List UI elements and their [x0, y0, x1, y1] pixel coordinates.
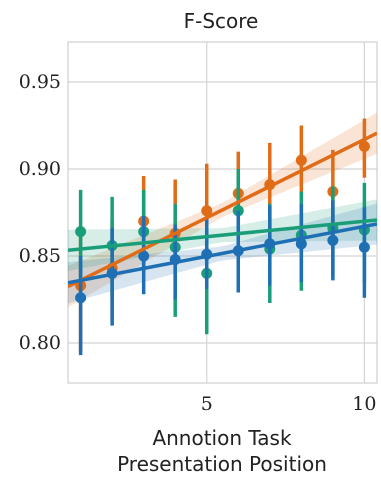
regression-line: [68, 222, 377, 285]
y-tick-label: 0.85: [19, 245, 61, 267]
plot-frame: [67, 41, 378, 384]
x-axis-label-line-2: Presentation Position: [117, 452, 327, 476]
data-point: [75, 292, 87, 304]
chart-title: F-Score: [184, 9, 259, 33]
x-axis-label-line-1: Annotion Task: [152, 426, 292, 450]
data-point: [358, 140, 370, 152]
x-axis-label: Annotion Task Presentation Position: [117, 426, 327, 476]
y-tick-label: 0.90: [19, 158, 61, 180]
y-tick-label: 0.80: [19, 332, 61, 354]
data-point: [295, 238, 307, 250]
y-tick-label: 0.95: [19, 71, 61, 93]
data-point: [138, 250, 150, 262]
plot-area: 0.80 0.85 0.90 0.95 5 10: [19, 41, 378, 415]
data-point: [358, 241, 370, 253]
data-point: [327, 234, 339, 246]
x-tick-label: 5: [201, 393, 213, 415]
regression-line: [68, 131, 377, 289]
regression-line: [68, 218, 377, 253]
data-point: [295, 154, 307, 166]
data-point: [201, 205, 213, 217]
series-layer: [68, 112, 377, 356]
x-tick-label: 10: [352, 393, 376, 415]
data-point: [75, 226, 87, 238]
